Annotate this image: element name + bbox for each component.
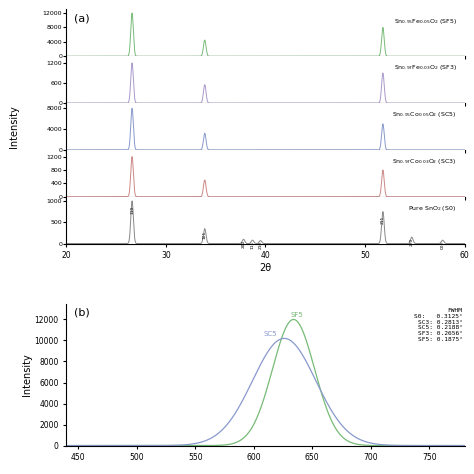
Text: 211: 211: [381, 216, 385, 224]
Text: Sn$_{0.97}$Co$_{0.03}$O$_2$ (SC3): Sn$_{0.97}$Co$_{0.03}$O$_2$ (SC3): [392, 157, 456, 166]
Text: SF5: SF5: [291, 312, 303, 319]
Text: Sn$_{0.97}$Fe$_{0.03}$O$_2$ (SF3): Sn$_{0.97}$Fe$_{0.03}$O$_2$ (SF3): [393, 64, 456, 73]
Text: 111: 111: [250, 240, 255, 249]
Text: 220: 220: [410, 238, 414, 246]
Text: (b): (b): [74, 308, 90, 318]
Text: Intensity: Intensity: [9, 105, 19, 148]
Text: 110: 110: [130, 206, 134, 214]
Text: Sn$_{0.95}$Co$_{0.05}$O$_2$ (SC5): Sn$_{0.95}$Co$_{0.05}$O$_2$ (SC5): [392, 110, 456, 119]
Text: 210: 210: [258, 241, 263, 249]
Text: 101: 101: [203, 230, 207, 239]
Text: Sn$_{0.95}$Fe$_{0.05}$O$_2$ (SF5): Sn$_{0.95}$Fe$_{0.05}$O$_2$ (SF5): [393, 17, 456, 26]
Text: FWHM
S0:   0.3125°
SC3: 0.2813°
SC5: 0.2188°
SF3: 0.2656°
SF5: 0.1875°: FWHM S0: 0.3125° SC3: 0.2813° SC5: 0.218…: [414, 308, 463, 342]
Text: (a): (a): [74, 13, 90, 23]
Text: Pure SnO$_2$ (S0): Pure SnO$_2$ (S0): [409, 204, 456, 213]
Text: SC5: SC5: [264, 331, 277, 337]
X-axis label: 2θ: 2θ: [259, 263, 272, 273]
Y-axis label: Intensity: Intensity: [22, 353, 32, 396]
Text: 200: 200: [242, 240, 246, 248]
Text: 002: 002: [441, 240, 445, 249]
